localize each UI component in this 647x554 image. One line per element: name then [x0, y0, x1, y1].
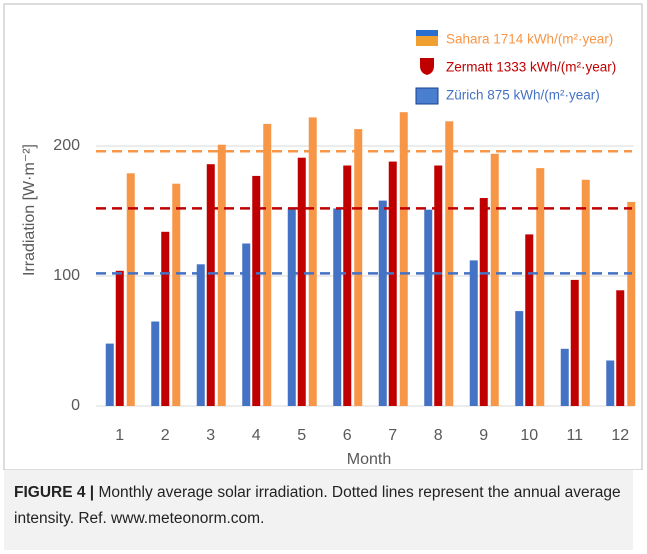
legend-icon: [420, 58, 434, 75]
bar: [126, 173, 135, 406]
bar: [172, 183, 181, 406]
bar: [217, 144, 226, 406]
bar: [206, 164, 215, 406]
y-tick-label: 0: [71, 397, 80, 414]
bar: [196, 264, 205, 406]
bar: [354, 129, 363, 406]
bar: [515, 311, 524, 406]
x-tick-label: 8: [434, 427, 443, 444]
x-tick-label: 9: [479, 427, 488, 444]
bar: [333, 208, 342, 406]
caption: FIGURE 4 | Monthly average solar irradia…: [4, 470, 633, 550]
x-axis-title: Month: [347, 451, 391, 468]
y-axis-title: Irradiation [W·m⁻²]: [21, 144, 38, 276]
x-tick-label: 7: [388, 427, 397, 444]
x-tick-label: 5: [297, 427, 306, 444]
legend-label: Zermatt 1333 kWh/(m²·year): [446, 60, 616, 75]
bar: [616, 290, 625, 406]
bar: [399, 112, 408, 406]
x-tick-label: 4: [252, 427, 261, 444]
bar: [525, 234, 534, 406]
caption-text: Monthly average solar irradiation. Dotte…: [14, 484, 621, 527]
y-tick-label: 100: [53, 267, 80, 284]
bar: [308, 117, 317, 407]
x-tick-label: 11: [566, 427, 583, 444]
bar: [287, 208, 296, 406]
bar: [606, 360, 615, 406]
bar: [297, 157, 306, 406]
x-tick-label: 1: [115, 427, 124, 444]
legend-label: Zürich 875 kWh/(m²·year): [446, 88, 600, 103]
bar: [115, 270, 124, 406]
bar: [105, 343, 114, 406]
x-tick-label: 2: [161, 427, 170, 444]
bar: [560, 348, 569, 406]
bar: [469, 260, 478, 406]
bar: [242, 243, 251, 406]
bar: [263, 123, 272, 407]
x-tick-label: 12: [611, 427, 629, 444]
bar: [388, 161, 397, 406]
bar: [570, 279, 579, 406]
bar: [424, 209, 433, 406]
bar: [445, 121, 454, 407]
bar: [252, 175, 261, 406]
x-tick-label: 6: [343, 427, 352, 444]
legend-icon: [416, 30, 438, 36]
bar: [343, 165, 352, 406]
bar: [490, 153, 499, 406]
bar: [434, 165, 443, 406]
bar: [378, 200, 387, 406]
legend-icons: [415, 30, 439, 105]
bar: [161, 231, 170, 406]
bar: [627, 201, 636, 406]
x-tick-label: 10: [520, 427, 538, 444]
legend-icon: [415, 87, 439, 105]
bar: [479, 198, 488, 406]
bar: [536, 168, 545, 406]
y-tick-label: 200: [53, 137, 80, 154]
bar: [581, 179, 590, 406]
legend-label: Sahara 1714 kWh/(m²·year): [446, 32, 613, 47]
bar: [151, 321, 160, 406]
caption-label: FIGURE 4 |: [14, 484, 95, 501]
x-tick-label: 3: [206, 427, 215, 444]
